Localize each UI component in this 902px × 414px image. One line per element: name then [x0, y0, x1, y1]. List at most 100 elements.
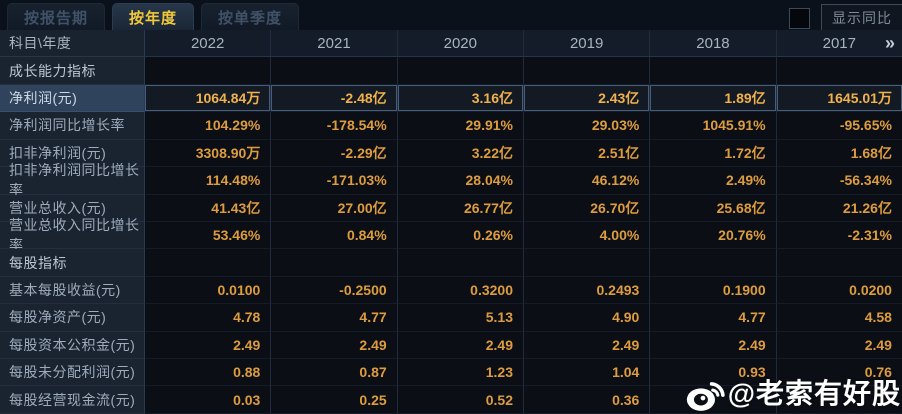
row-cell — [145, 57, 272, 85]
row-cell — [271, 57, 398, 85]
tab-by-single-quarter[interactable]: 按单季度 — [201, 3, 300, 30]
row-cell: 0.3200 — [397, 276, 524, 305]
row-cell: 1.23 — [397, 359, 524, 387]
row-cell — [271, 249, 398, 277]
table-row[interactable]: 每股未分配利润(元) 0.88 0.87 1.23 1.04 0.93 0.76 — [0, 359, 902, 387]
row-cell: 0.87 — [271, 359, 398, 387]
row-cell: 0.36 — [523, 386, 651, 414]
row-cell: 2.43亿 — [523, 84, 651, 113]
row-cell — [776, 249, 902, 277]
row-label: 成长能力指标 — [0, 57, 145, 85]
row-label: 扣非净利润同比增长率 — [0, 162, 145, 198]
row-label: 每股资本公积金(元) — [0, 331, 145, 360]
row-cell: -2.31% — [776, 221, 902, 250]
year-header-2021: 2021 — [271, 30, 398, 58]
row-label: 营业总收入(元) — [0, 194, 145, 222]
table-body: 成长能力指标 净利润(元) 1064.84万 -2.48亿 3.16亿 2.43… — [0, 57, 902, 414]
row-cell: 27.00亿 — [271, 194, 398, 222]
row-cell: 2.49 — [650, 331, 777, 360]
row-cell — [397, 57, 524, 85]
row-cell: 3308.90万 — [145, 139, 272, 168]
row-cell: 4.00% — [523, 221, 651, 250]
row-label: 基本每股收益(元) — [0, 276, 145, 305]
row-cell: 0.0100 — [145, 276, 272, 305]
table-header-row: 科目\年度 2022 2021 2020 2019 2018 2017 » — [0, 30, 902, 58]
row-cell: 0.76 — [776, 359, 902, 387]
table-row[interactable]: 每股经营现金流(元) 0.03 0.25 0.52 0.36 — [0, 386, 902, 414]
row-cell — [650, 57, 777, 85]
table-row[interactable]: 每股资本公积金(元) 2.49 2.49 2.49 2.49 2.49 2.49 — [0, 331, 902, 360]
row-label: 每股未分配利润(元) — [0, 359, 145, 387]
row-cell — [145, 249, 272, 277]
row-cell: 26.70亿 — [523, 194, 651, 222]
row-label: 扣非净利润(元) — [0, 139, 145, 168]
tab-by-report-period[interactable]: 按报告期 — [7, 3, 106, 30]
row-cell: 41.43亿 — [145, 194, 272, 222]
row-cell: 0.1900 — [650, 276, 777, 305]
year-header-2022: 2022 — [145, 30, 272, 58]
year-header-2017: 2017 » — [776, 30, 902, 58]
row-cell: 3.16亿 — [397, 84, 524, 113]
row-cell: -0.2500 — [271, 276, 398, 305]
row-cell: 4.77 — [271, 304, 398, 332]
row-cell — [523, 57, 651, 85]
table-row[interactable]: 扣非净利润同比增长率 114.48% -171.03% 28.04% 46.12… — [0, 162, 902, 198]
row-cell: -171.03% — [271, 167, 398, 195]
row-cell — [650, 249, 777, 277]
row-cell: -178.54% — [271, 112, 398, 140]
table-row[interactable]: 营业总收入(元) 41.43亿 27.00亿 26.77亿 26.70亿 25.… — [0, 194, 902, 222]
row-cell: 29.91% — [397, 112, 524, 140]
period-tabbar: 按报告期 按年度 按单季度 显示同比 — [0, 0, 902, 32]
table-row[interactable]: 成长能力指标 — [0, 57, 902, 85]
row-cell: 25.68亿 — [650, 194, 777, 222]
row-cell: -2.48亿 — [271, 84, 398, 113]
row-cell: 0.88 — [145, 359, 272, 387]
row-label: 每股指标 — [0, 249, 145, 277]
row-cell: 28.04% — [397, 167, 524, 195]
table-row[interactable]: 净利润同比增长率 104.29% -178.54% 29.91% 29.03% … — [0, 112, 902, 140]
row-cell: 0.93 — [650, 359, 777, 387]
row-label: 每股经营现金流(元) — [0, 386, 145, 414]
row-cell: 0.03 — [145, 386, 272, 414]
row-cell: 4.77 — [650, 304, 777, 332]
row-cell: 0.0200 — [776, 276, 902, 305]
row-label: 每股净资产(元) — [0, 304, 145, 332]
row-cell: 2.49 — [145, 331, 272, 360]
row-cell: -56.34% — [776, 167, 902, 195]
row-cell: 2.49 — [776, 331, 902, 360]
row-cell: 0.2493 — [523, 276, 651, 305]
row-cell: 26.77亿 — [397, 194, 524, 222]
row-cell: 20.76% — [650, 221, 777, 250]
row-cell: 104.29% — [145, 112, 272, 140]
row-cell: 46.12% — [523, 167, 651, 195]
show-yoy-label[interactable]: 显示同比 — [821, 4, 902, 32]
year-header-2020: 2020 — [397, 30, 524, 58]
more-years-chevron-icon[interactable]: » — [884, 33, 895, 54]
row-cell: 21.26亿 — [776, 194, 902, 222]
row-cell: 3.22亿 — [397, 139, 524, 168]
table-row[interactable]: 净利润(元) 1064.84万 -2.48亿 3.16亿 2.43亿 1.89亿… — [0, 84, 902, 113]
table-row[interactable]: 营业总收入同比增长率 53.46% 0.84% 0.26% 4.00% 20.7… — [0, 217, 902, 253]
table-row[interactable]: 每股指标 — [0, 249, 902, 277]
table-row[interactable]: 每股净资产(元) 4.78 4.77 5.13 4.90 4.77 4.58 — [0, 304, 902, 332]
show-yoy-checkbox[interactable] — [789, 7, 810, 29]
row-label: 净利润(元) — [0, 84, 145, 113]
table-row[interactable]: 基本每股收益(元) 0.0100 -0.2500 0.3200 0.2493 0… — [0, 276, 902, 305]
row-cell: 0.25 — [271, 386, 398, 414]
row-cell: 2.49% — [650, 167, 777, 195]
year-header-2018: 2018 — [650, 30, 777, 58]
row-cell: -2.29亿 — [271, 139, 398, 168]
row-cell: 2.51亿 — [523, 139, 651, 168]
tab-by-year[interactable]: 按年度 — [112, 3, 195, 30]
row-cell: 29.03% — [523, 112, 651, 140]
row-cell: 2.49 — [397, 331, 524, 360]
table-row[interactable]: 扣非净利润(元) 3308.90万 -2.29亿 3.22亿 2.51亿 1.7… — [0, 139, 902, 168]
row-cell — [650, 386, 777, 414]
row-cell: 1045.91% — [650, 112, 777, 140]
year-header-2019: 2019 — [523, 30, 651, 58]
row-cell — [776, 386, 902, 414]
year-header-2017-label: 2017 — [822, 34, 856, 52]
row-cell: 1645.01万 — [776, 84, 902, 113]
row-cell: 0.84% — [271, 221, 398, 250]
financial-indicators-table: 科目\年度 2022 2021 2020 2019 2018 2017 » 成长… — [0, 30, 902, 414]
